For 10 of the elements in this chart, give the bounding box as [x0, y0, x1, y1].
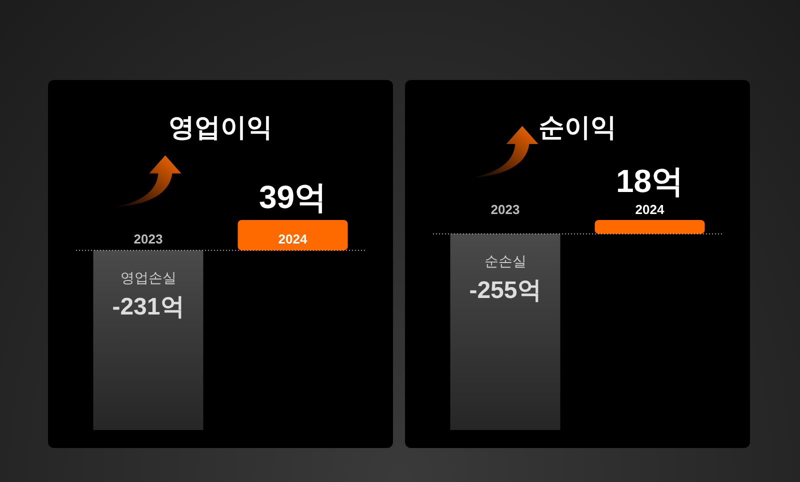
- data-label: 39억: [258, 179, 327, 215]
- data-label: 영업손실 -231억: [112, 269, 184, 320]
- x-tick-label: 2023: [134, 231, 163, 246]
- x-tick-label: 2024: [635, 202, 665, 217]
- data-label: 순손실 -255억: [469, 252, 542, 304]
- chart-title: 영업이익: [168, 112, 272, 142]
- x-tick-label: 2024: [278, 231, 308, 246]
- data-label: 18억: [616, 163, 684, 199]
- chart-title: 순이익: [538, 112, 616, 142]
- x-tick-label: 2023: [490, 202, 520, 217]
